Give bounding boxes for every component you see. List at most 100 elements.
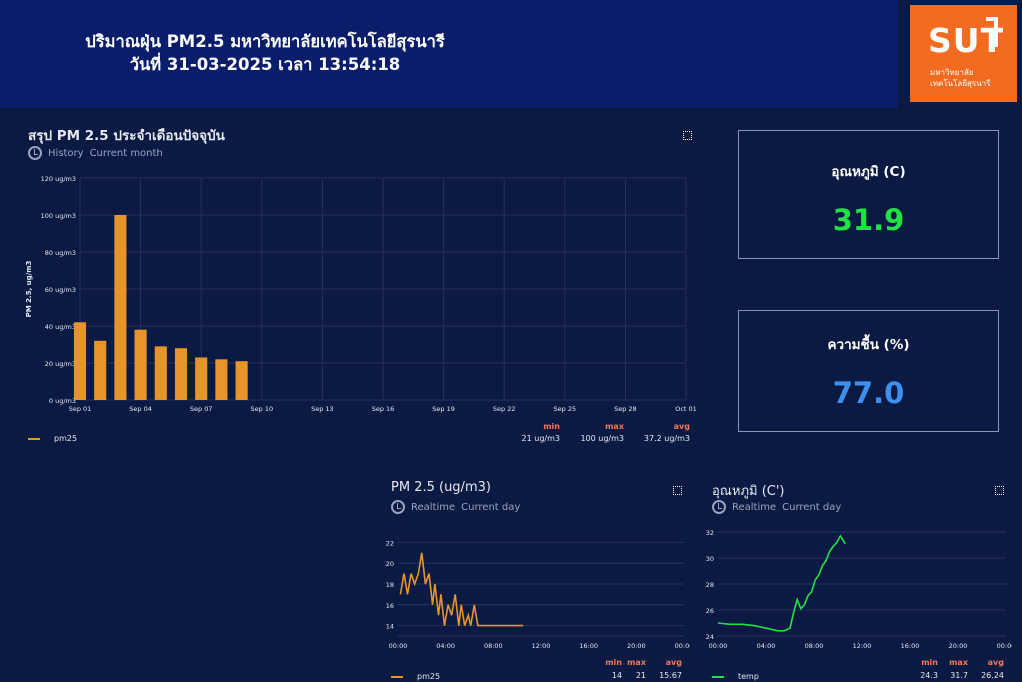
x-tick-label: 08:00	[805, 642, 824, 650]
x-tick-label: Oct 01	[675, 405, 697, 413]
x-tick-label: 04:00	[436, 642, 455, 650]
bar	[94, 340, 107, 400]
x-tick-label: Sep 07	[190, 405, 213, 413]
pm-day-subtitle: Realtime Current day	[391, 500, 520, 514]
pm-day-expand-icon[interactable]	[673, 486, 682, 495]
temperature-stat-value: 31.9	[832, 203, 905, 237]
legend-swatch-pm25	[28, 437, 40, 440]
temp-day-expand-icon[interactable]	[995, 486, 1004, 495]
x-tick-label: Sep 25	[554, 405, 577, 413]
x-tick-label: Sep 13	[311, 405, 334, 413]
temp-day-legend: temp	[712, 672, 759, 681]
y-tick-label: 32	[706, 529, 714, 537]
sut-logo: SUT มหาวิทยาลัย เทคโนโลยีสุรนารี	[910, 5, 1017, 102]
y-tick-label: 14	[386, 623, 394, 631]
temp-day-range: Current day	[782, 501, 842, 513]
x-tick-label: Sep 28	[614, 405, 637, 413]
logo-sub-line1: มหาวิทยาลัย	[930, 68, 974, 77]
summary-avg-value: 37.2 ug/m3	[643, 434, 690, 443]
x-tick-label: 00:00	[675, 642, 690, 650]
monthly-summary: min max avg 21 ug/m3 100 ug/m3 37.2 ug/m…	[500, 422, 690, 443]
monthly-range: Current month	[89, 147, 163, 159]
x-tick-label: 12:00	[532, 642, 551, 650]
x-tick-label: 00:00	[709, 642, 728, 650]
page-title: ปริมาณฝุ่น PM2.5 มหาวิทยาลัยเทคโนโลยีสุร…	[0, 30, 530, 76]
temp-day-subtitle: Realtime Current day	[712, 500, 841, 514]
x-tick-label: 20:00	[627, 642, 646, 650]
bar	[215, 359, 228, 400]
monthly-bar-chart: 0 ug/m3 20 ug/m3 40 ug/m3 60 ug/m3 80 ug/m3 1…	[25, 175, 697, 413]
clock-icon	[28, 146, 42, 160]
temp-min-label: min	[921, 658, 938, 667]
temp-max-label: max	[949, 658, 968, 667]
x-tick-label: 04:00	[757, 642, 776, 650]
y-tick-label: 60 ug/m3	[45, 286, 76, 294]
humidity-stat-label: ความชื้น (%)	[827, 337, 910, 353]
y-tick-label: 20	[386, 560, 394, 568]
bar	[174, 348, 188, 400]
y-tick-label: 20 ug/m3	[45, 360, 76, 368]
y-tick-label: 120 ug/m3	[41, 175, 76, 183]
temperature-stat-card: อุณหภูมิ (C) 31.9	[738, 130, 999, 259]
pm-day-mode: Realtime	[411, 501, 456, 513]
monthly-mode: History	[48, 147, 84, 159]
x-tick-label: 00:00	[389, 642, 408, 650]
monthly-legend: pm25	[28, 434, 77, 443]
pm-avg-label: avg	[665, 658, 682, 667]
logo-bracket-icon	[986, 17, 998, 47]
monthly-expand-icon[interactable]	[683, 131, 692, 140]
series-line-temp	[717, 534, 846, 632]
pm-max-label: max	[627, 658, 646, 667]
summary-max-label: max	[605, 422, 624, 431]
pm-day-line-chart: 14 16 18 20 22 00:00 04:00 08:00 12:00 16:00 20:00…	[386, 539, 690, 650]
clock-icon	[712, 500, 726, 514]
bar	[154, 346, 167, 400]
humidity-stat-value: 77.0	[832, 376, 905, 410]
bar	[134, 329, 147, 400]
y-axis-label: PM 2.5, ug/m3	[25, 261, 33, 318]
page-title-line1: ปริมาณฝุ่น PM2.5 มหาวิทยาลัยเทคโนโลยีสุร…	[85, 32, 445, 51]
y-tick-label: 16	[386, 602, 394, 610]
pm-day-range: Current day	[461, 501, 521, 513]
pm-day-title: PM 2.5 (ug/m3)	[391, 480, 491, 495]
x-tick-label: Sep 10	[251, 405, 274, 413]
x-tick-label: 16:00	[901, 642, 920, 650]
monthly-chart-subtitle: History Current month	[28, 146, 163, 160]
pm-day-summary: min max avg 14 21 15.67	[590, 658, 682, 680]
x-tick-label: Sep 22	[493, 405, 516, 413]
temp-day-title: อุณหภูมิ (C')	[712, 484, 785, 499]
y-tick-label: 26	[706, 607, 714, 615]
x-tick-label: Sep 01	[69, 405, 92, 413]
bar	[73, 322, 87, 400]
page-header	[0, 0, 1022, 108]
y-tick-label: 80 ug/m3	[45, 249, 76, 257]
temp-avg-label: avg	[987, 658, 1004, 667]
summary-max-value: 100 ug/m3	[580, 434, 624, 443]
series-line-pm25	[399, 552, 524, 627]
y-tick-label: 22	[386, 539, 394, 547]
y-tick-label: 0 ug/m3	[49, 397, 76, 405]
bar	[195, 357, 208, 400]
y-tick-label: 100 ug/m3	[41, 212, 76, 220]
x-tick-label: Sep 19	[432, 405, 455, 413]
logo-text: SUT	[928, 21, 1005, 60]
x-tick-label: Sep 04	[129, 405, 152, 413]
summary-min-label: min	[543, 422, 560, 431]
x-tick-label: 00:00	[997, 642, 1012, 650]
x-tick-label: 16:00	[579, 642, 598, 650]
summary-min-value: 21 ug/m3	[521, 434, 560, 443]
bar	[114, 215, 127, 400]
y-tick-label: 28	[706, 581, 714, 589]
temp-day-summary: min max avg 24.3 31.7 26.24	[910, 658, 1004, 680]
humidity-stat-card: ความชื้น (%) 77.0	[738, 310, 999, 432]
logo-sub-line2: เทคโนโลยีสุรนารี	[930, 79, 991, 88]
bar	[235, 361, 248, 400]
clock-icon	[391, 500, 405, 514]
legend-label-pm25: pm25	[54, 434, 78, 443]
summary-avg-label: avg	[673, 422, 690, 431]
temp-avg-value: 26.24	[981, 671, 1004, 680]
y-tick-label: 18	[386, 581, 394, 589]
page-title-line2: วันที่ 31-03-2025 เวลา 13:54:18	[129, 55, 401, 74]
monthly-chart-title: สรุป PM 2.5 ประจำเดือนปัจจุบัน	[28, 128, 225, 144]
temp-day-mode: Realtime	[732, 501, 777, 513]
